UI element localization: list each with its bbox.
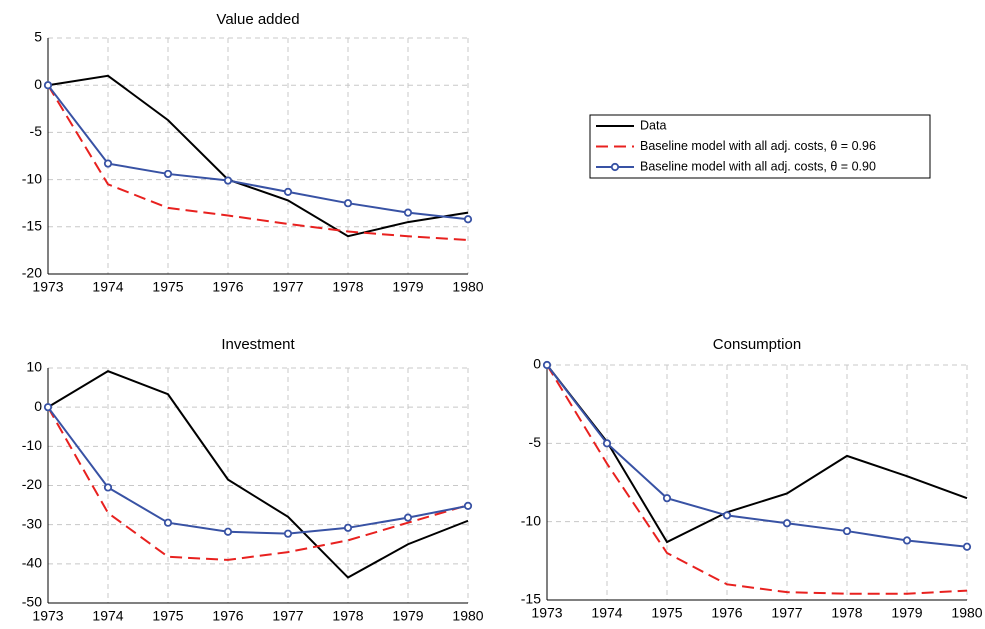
x-tick-label: 1979 <box>392 279 423 295</box>
point <box>542 360 552 370</box>
chart-title: Value added <box>216 11 299 28</box>
point <box>103 159 113 168</box>
y-tick-label: 0 <box>34 76 42 92</box>
y-tick-label: -30 <box>22 515 42 531</box>
y-tick-label: -50 <box>22 594 42 610</box>
y-tick-label: 5 <box>34 29 42 45</box>
y-tick-label: -20 <box>22 476 42 492</box>
series-line <box>47 370 469 579</box>
point <box>962 542 972 551</box>
legend-label: Data <box>640 118 666 132</box>
series-line <box>47 74 469 238</box>
legend-label: Baseline model with all adj. costs, θ = … <box>640 139 876 153</box>
point <box>163 518 173 527</box>
y-tick-label: -5 <box>30 123 43 139</box>
y-tick-label: -5 <box>529 434 542 450</box>
x-tick-label: 1979 <box>891 605 922 621</box>
x-tick-label: 1978 <box>332 608 363 624</box>
y-tick-label: 0 <box>34 398 42 414</box>
x-tick-label: 1974 <box>92 608 123 624</box>
point <box>403 208 413 217</box>
series-line <box>47 406 469 561</box>
point <box>223 527 233 536</box>
x-tick-label: 1973 <box>32 608 63 624</box>
x-tick-label: 1975 <box>152 279 183 295</box>
series-line <box>546 364 968 595</box>
y-tick-label: -10 <box>22 437 42 453</box>
series-line <box>546 364 968 544</box>
point <box>283 529 293 538</box>
point <box>343 523 353 532</box>
x-tick-label: 1974 <box>92 279 123 295</box>
legend-marker <box>610 162 620 172</box>
chart-title: Consumption <box>713 336 801 353</box>
x-tick-label: 1977 <box>272 608 303 624</box>
point <box>463 501 473 510</box>
y-tick-label: 10 <box>26 359 42 375</box>
point <box>283 187 293 196</box>
x-tick-label: 1976 <box>212 608 243 624</box>
point <box>662 494 672 503</box>
point <box>842 526 852 536</box>
x-tick-label: 1977 <box>272 279 303 295</box>
series-line <box>546 364 968 548</box>
y-tick-label: -20 <box>22 265 42 281</box>
point <box>163 169 173 179</box>
y-tick-label: -10 <box>22 170 42 186</box>
series-line <box>47 84 469 221</box>
y-tick-label: -15 <box>22 218 42 234</box>
x-tick-label: 1976 <box>711 605 742 621</box>
x-tick-label: 1980 <box>951 605 982 621</box>
point <box>602 439 612 448</box>
legend-label: Baseline model with all adj. costs, θ = … <box>640 159 876 173</box>
x-tick-label: 1975 <box>651 605 682 621</box>
point <box>782 519 792 528</box>
x-tick-label: 1973 <box>531 605 562 621</box>
point <box>43 403 53 412</box>
x-tick-label: 1975 <box>152 608 183 624</box>
x-tick-label: 1973 <box>32 279 63 295</box>
series-line <box>47 84 469 242</box>
x-tick-label: 1980 <box>452 279 483 295</box>
x-tick-label: 1980 <box>452 608 483 624</box>
y-tick-label: -40 <box>22 555 42 571</box>
x-tick-label: 1976 <box>212 279 243 295</box>
legend-box <box>589 114 931 179</box>
x-tick-label: 1974 <box>591 605 622 621</box>
y-tick-label: -15 <box>521 591 541 607</box>
point <box>722 511 732 520</box>
y-tick-label: -10 <box>521 512 541 528</box>
point <box>103 483 113 492</box>
point <box>43 81 53 90</box>
point <box>403 513 413 522</box>
series-line <box>47 406 469 535</box>
y-tick-label: 0 <box>533 356 541 372</box>
x-tick-label: 1978 <box>332 279 363 295</box>
x-tick-label: 1978 <box>831 605 862 621</box>
chart-title: Investment <box>221 336 295 353</box>
x-tick-label: 1979 <box>392 608 423 624</box>
point <box>343 199 353 208</box>
x-tick-label: 1977 <box>771 605 802 621</box>
point <box>463 215 473 224</box>
point <box>223 176 233 185</box>
point <box>902 536 912 545</box>
